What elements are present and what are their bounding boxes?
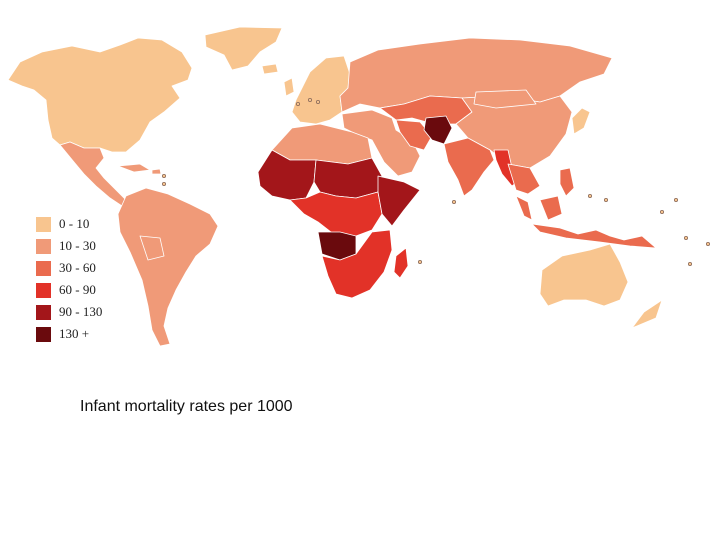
island-marker: [674, 197, 679, 202]
region-northern-europe: [291, 55, 351, 125]
legend-label: 0 - 10: [59, 216, 90, 231]
region-borneo: [539, 195, 563, 221]
region-china: [455, 95, 573, 169]
region-mongolia: [473, 89, 537, 109]
region-southern-africa: [321, 229, 393, 299]
region-madagascar: [393, 247, 409, 279]
legend-swatch: [36, 216, 51, 232]
region-south-america: [117, 187, 219, 347]
island-marker: [315, 100, 320, 105]
legend-swatch: [36, 304, 51, 320]
island-marker: [688, 261, 693, 266]
region-sahel: [313, 157, 383, 199]
region-australia: [539, 243, 629, 307]
legend-item: 130 +: [36, 323, 102, 345]
legend-label: 10 - 30: [59, 238, 96, 253]
island-marker: [684, 235, 689, 240]
world-map: [7, 26, 711, 347]
island-marker: [295, 102, 300, 107]
legend-item: 0 - 10: [36, 213, 102, 235]
region-central-africa: [289, 191, 383, 237]
legend-swatch: [36, 326, 51, 342]
region-south-asia: [443, 137, 495, 197]
legend-label: 90 - 130: [59, 304, 103, 319]
region-iceland: [261, 63, 279, 75]
island-marker: [417, 259, 422, 264]
region-iran: [395, 119, 433, 151]
region-philippines: [559, 167, 575, 197]
island-marker: [660, 209, 665, 214]
legend-item: 60 - 90: [36, 279, 102, 301]
region-north-america: [7, 37, 193, 153]
region-japan: [571, 107, 591, 135]
map-caption: Infant mortality rates per 1000: [80, 398, 293, 415]
region-horn-of-africa: [377, 175, 421, 227]
region-greenland: [204, 26, 283, 71]
legend-swatch: [36, 238, 51, 254]
legend-swatch: [36, 260, 51, 276]
legend-item: 90 - 130: [36, 301, 102, 323]
region-caribbean: [117, 163, 151, 173]
legend-label: 60 - 90: [59, 282, 96, 297]
legend-item: 30 - 60: [36, 257, 102, 279]
region-west-africa: [257, 149, 317, 201]
island-marker: [451, 199, 456, 204]
region-bolivia: [139, 235, 165, 261]
island-marker: [604, 197, 609, 202]
legend-label: 130 +: [59, 326, 90, 341]
region-southeast-asia: [507, 163, 541, 195]
region-indonesia: [531, 223, 657, 249]
region-uk: [283, 77, 295, 97]
region-haiti: [151, 168, 162, 175]
island-marker: [706, 241, 711, 246]
legend-item: 10 - 30: [36, 235, 102, 257]
island-marker: [161, 181, 166, 186]
map-legend: 0 - 10 10 - 30 30 - 60 60 - 90 90 - 130 …: [36, 213, 102, 345]
island-marker: [307, 98, 312, 103]
island-marker: [161, 173, 166, 178]
legend-label: 30 - 60: [59, 260, 96, 275]
island-marker: [588, 193, 593, 198]
region-new-zealand: [631, 299, 663, 329]
region-mexico-central-america: [59, 141, 127, 207]
legend-swatch: [36, 282, 51, 298]
region-malay: [515, 195, 533, 221]
